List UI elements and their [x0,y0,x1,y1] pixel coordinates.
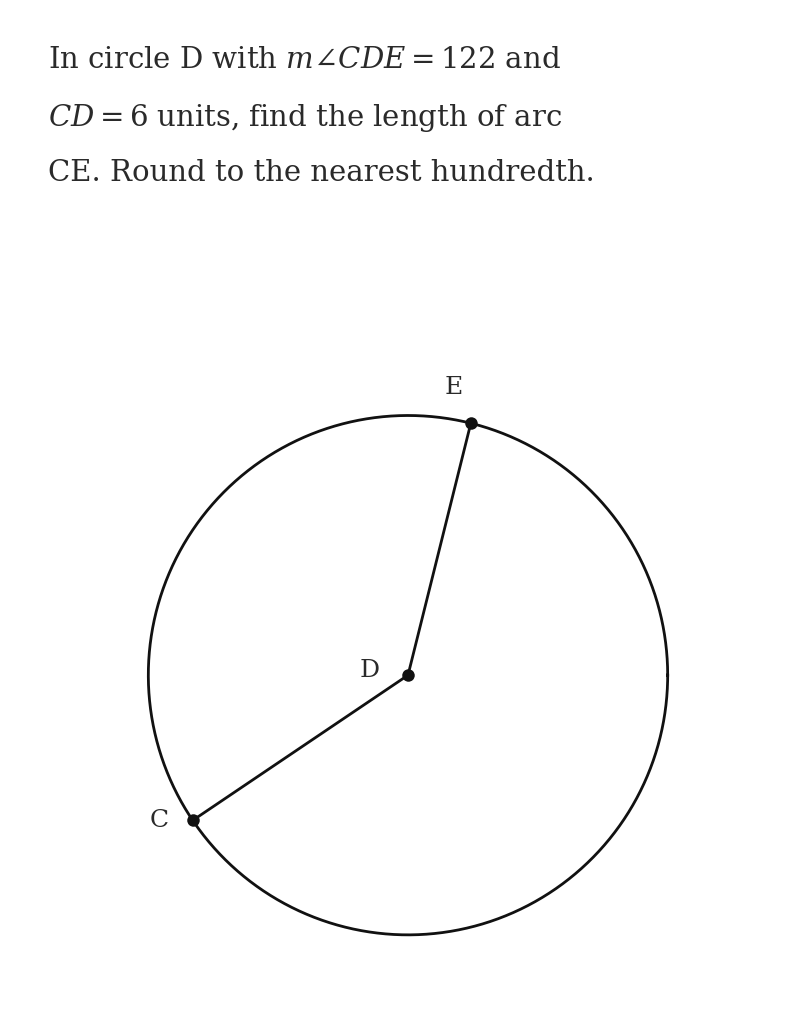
Text: D: D [360,660,380,682]
Text: In circle D with $m\angle CDE = 122$ and: In circle D with $m\angle CDE = 122$ and [48,46,561,74]
Text: C: C [150,809,169,832]
Text: E: E [444,376,462,399]
Text: $CD = 6$ units, find the length of arc: $CD = 6$ units, find the length of arc [48,102,562,134]
Text: CE. Round to the nearest hundredth.: CE. Round to the nearest hundredth. [48,159,594,186]
